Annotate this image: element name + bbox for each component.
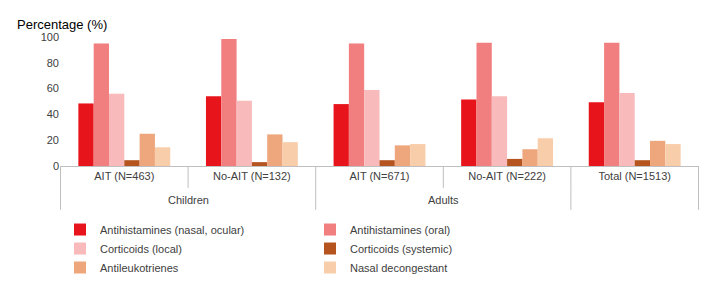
- svg-text:AIT (N=671): AIT (N=671): [349, 170, 409, 182]
- svg-text:AIT (N=463): AIT (N=463): [94, 170, 154, 182]
- svg-text:Antihistamines (oral): Antihistamines (oral): [350, 224, 450, 236]
- svg-text:80: 80: [47, 57, 59, 69]
- svg-text:Nasal decongestant: Nasal decongestant: [350, 262, 447, 274]
- svg-text:Corticoids (local): Corticoids (local): [100, 243, 182, 255]
- svg-text:60: 60: [47, 82, 59, 94]
- svg-text:Adults: Adults: [428, 194, 459, 206]
- svg-text:20: 20: [47, 134, 59, 146]
- svg-text:Total (N=1513): Total (N=1513): [598, 170, 670, 182]
- svg-text:100: 100: [41, 31, 59, 43]
- svg-text:No-AIT (N=132): No-AIT (N=132): [213, 170, 291, 182]
- svg-text:40: 40: [47, 108, 59, 120]
- svg-text:Antihistamines (nasal, ocular): Antihistamines (nasal, ocular): [100, 224, 244, 236]
- svg-text:0: 0: [53, 160, 59, 172]
- svg-text:Percentage (%): Percentage (%): [17, 17, 107, 32]
- svg-text:Antileukotrienes: Antileukotrienes: [100, 262, 179, 274]
- svg-text:Children: Children: [168, 194, 209, 206]
- svg-text:Corticoids (systemic): Corticoids (systemic): [350, 243, 452, 255]
- svg-text:No-AIT (N=222): No-AIT (N=222): [468, 170, 546, 182]
